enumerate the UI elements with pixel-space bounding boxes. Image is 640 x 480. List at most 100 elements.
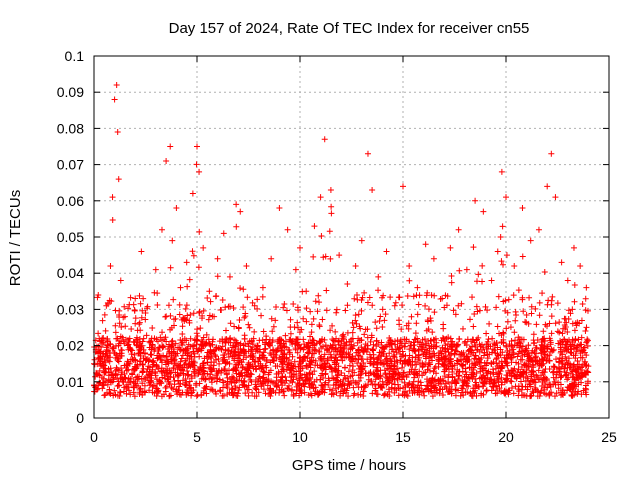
data-point	[511, 372, 518, 379]
data-point	[572, 389, 579, 396]
data-point	[319, 343, 326, 350]
data-point	[224, 347, 231, 354]
data-point	[289, 341, 296, 348]
data-point	[229, 344, 236, 351]
data-point-peak	[400, 183, 406, 190]
y-tick-label: 0.01	[57, 374, 84, 390]
data-point	[357, 325, 364, 332]
data-point	[289, 353, 296, 360]
data-point	[332, 328, 339, 335]
data-point	[186, 276, 193, 283]
data-point	[194, 392, 201, 399]
data-point	[507, 370, 514, 377]
data-point-peak	[237, 208, 244, 215]
data-point	[425, 326, 432, 333]
data-point-peak	[276, 205, 283, 212]
data-point	[547, 339, 554, 346]
data-point	[328, 353, 335, 360]
data-point	[182, 349, 189, 356]
data-point	[146, 338, 153, 345]
data-point	[340, 349, 347, 356]
data-point	[463, 341, 470, 348]
data-point	[391, 381, 398, 388]
data-point	[456, 267, 463, 274]
data-point-peak	[336, 252, 343, 259]
data-point	[503, 325, 510, 332]
data-point	[209, 387, 216, 394]
data-point	[432, 384, 439, 391]
data-point-peak	[284, 226, 291, 233]
data-point	[572, 355, 579, 362]
data-point	[327, 255, 334, 262]
data-point	[287, 377, 294, 384]
data-point	[528, 303, 535, 310]
data-point	[174, 350, 181, 357]
data-point	[243, 354, 250, 361]
data-point	[404, 358, 411, 365]
data-point	[234, 361, 241, 368]
data-point	[492, 349, 499, 356]
data-point	[240, 304, 247, 311]
data-point	[141, 350, 148, 357]
data-point	[168, 352, 175, 359]
data-point	[200, 307, 207, 314]
data-point	[320, 365, 327, 372]
x-tick-label: 20	[498, 429, 514, 445]
data-point	[99, 379, 106, 386]
data-point	[531, 384, 538, 391]
data-point	[494, 387, 501, 394]
data-point	[176, 346, 183, 353]
data-point	[307, 376, 314, 383]
y-tick-label: 0.04	[57, 265, 84, 281]
data-point	[436, 356, 443, 363]
data-point	[264, 382, 271, 389]
data-point	[387, 365, 394, 372]
data-point	[458, 385, 465, 392]
data-point	[364, 299, 371, 306]
data-point	[258, 312, 265, 319]
data-point	[361, 331, 368, 338]
data-point	[164, 346, 171, 353]
data-point	[358, 344, 365, 351]
data-point	[486, 320, 493, 327]
data-point	[532, 345, 539, 352]
data-point	[246, 373, 253, 380]
data-point	[309, 381, 316, 388]
data-point	[474, 308, 481, 315]
data-point	[138, 344, 145, 351]
data-point	[177, 380, 184, 387]
data-point	[252, 381, 259, 388]
data-point	[475, 383, 482, 390]
data-point	[392, 370, 399, 377]
data-point	[160, 343, 167, 350]
data-point-peak	[259, 284, 266, 291]
data-point-peak	[527, 237, 534, 244]
data-point	[535, 376, 542, 383]
data-point	[179, 323, 186, 330]
data-point	[387, 357, 394, 364]
data-point	[522, 348, 529, 355]
y-tick-label: 0.1	[65, 48, 85, 64]
data-point	[476, 356, 483, 363]
data-point	[400, 384, 407, 391]
data-point	[430, 368, 437, 375]
data-point	[294, 319, 301, 326]
data-point	[283, 344, 290, 351]
data-point-peak	[126, 338, 133, 345]
data-point	[394, 337, 401, 344]
data-point	[256, 365, 263, 372]
data-point	[236, 377, 243, 384]
data-point	[424, 289, 431, 296]
data-point-peak	[303, 288, 310, 295]
data-point-peak	[214, 255, 221, 262]
data-point	[158, 337, 165, 344]
data-point	[520, 308, 527, 315]
data-point	[526, 294, 533, 301]
data-point	[429, 393, 436, 400]
data-point	[442, 366, 449, 373]
data-point	[353, 349, 360, 356]
data-point	[526, 363, 533, 370]
data-point	[162, 313, 169, 320]
data-point	[395, 392, 402, 399]
data-point	[107, 350, 114, 357]
